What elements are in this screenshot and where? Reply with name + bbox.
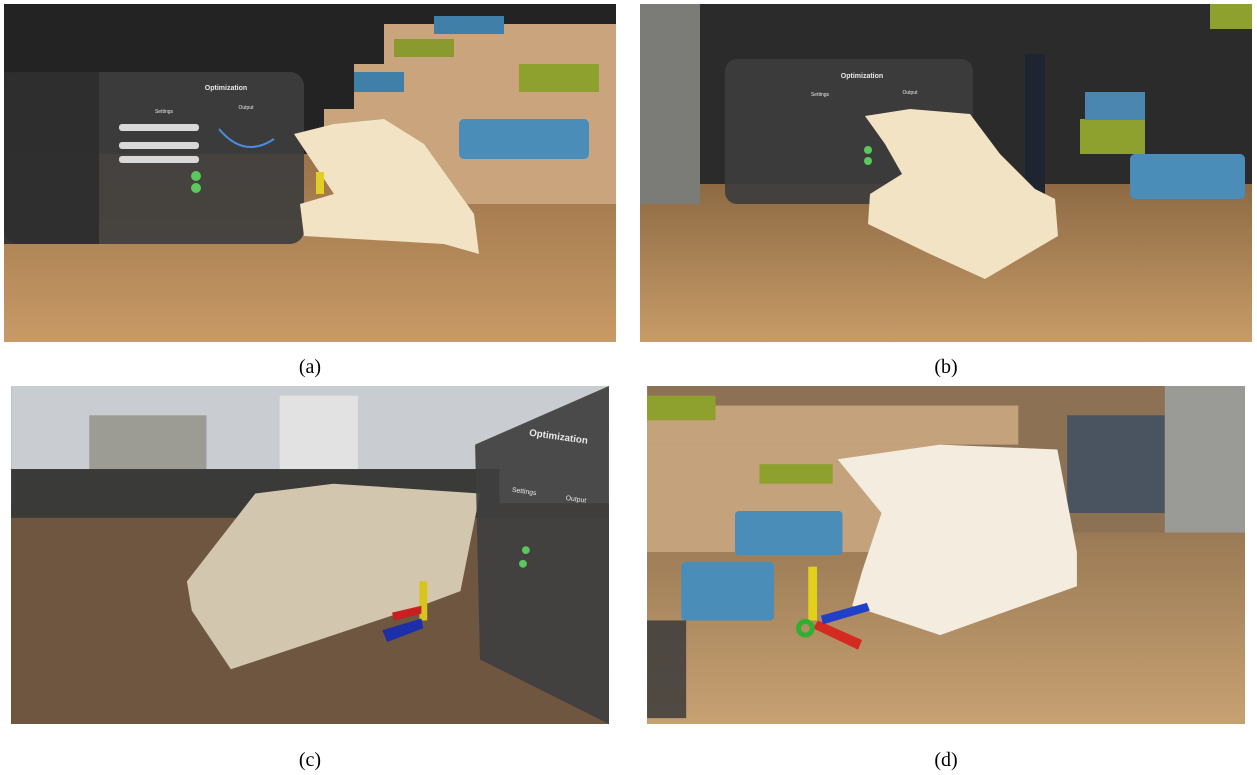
photo-b: Optimization Settings Output xyxy=(640,4,1252,342)
ui-heading: Settings xyxy=(811,92,830,98)
ui-heading: Settings xyxy=(155,109,174,115)
photo-d xyxy=(647,386,1245,724)
ui-heading: Output xyxy=(565,495,586,505)
photo-a: Optimization Settings Output xyxy=(4,4,616,342)
ui-heading: Settings xyxy=(511,487,537,497)
caption: (a) xyxy=(298,356,322,378)
ui-heading: Output xyxy=(902,90,918,96)
ui-heading: Output xyxy=(238,105,254,111)
caption: (b) xyxy=(934,356,958,378)
photo-c: Optimization Settings Output xyxy=(11,386,609,724)
caption: (c) xyxy=(298,749,322,771)
caption: (d) xyxy=(934,749,958,771)
ui-title: Optimization xyxy=(205,85,247,92)
ui-title: Optimization xyxy=(841,73,883,80)
